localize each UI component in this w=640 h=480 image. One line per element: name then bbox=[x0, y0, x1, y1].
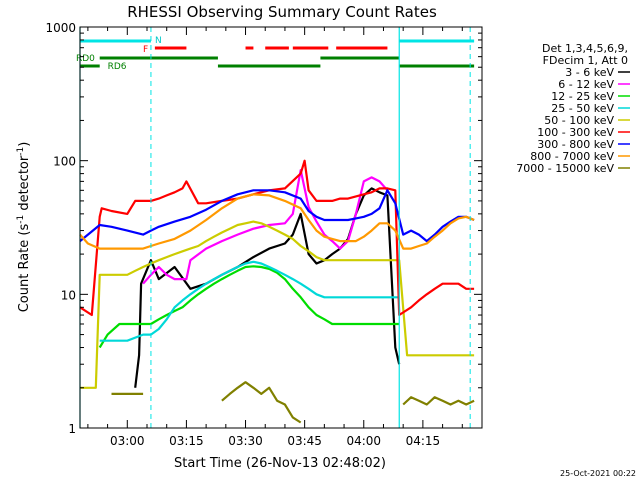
legend-entry-label: 12 - 25 keV bbox=[551, 90, 614, 103]
legend-header: FDecim 1, Att 0 bbox=[543, 54, 628, 67]
legend-entry-label: 50 - 100 keV bbox=[544, 114, 614, 127]
x-tick-label: 03:15 bbox=[169, 434, 204, 448]
observing-flags: NF RD0 RD6 bbox=[76, 36, 475, 72]
legend-entry-label: 800 - 7000 keV bbox=[530, 150, 614, 163]
flag-label-n: N bbox=[155, 36, 162, 46]
timestamp: 25-Oct-2021 00:22 bbox=[560, 469, 636, 478]
x-tick-label: 03:00 bbox=[110, 434, 145, 448]
legend-entry-label: 25 - 50 keV bbox=[551, 102, 614, 115]
x-axis-label: Start Time (26-Nov-13 02:48:02) bbox=[174, 456, 386, 471]
legend-entry-label: 3 - 6 keV bbox=[565, 66, 614, 79]
series-line bbox=[221, 381, 302, 424]
legend-header: Det 1,3,4,5,6,9, bbox=[542, 42, 628, 55]
series-layer bbox=[79, 159, 475, 424]
x-tick-label: 03:30 bbox=[228, 434, 263, 448]
flag-label-rd6: RD6 bbox=[108, 62, 127, 72]
legend-entry-label: 6 - 12 keV bbox=[558, 78, 614, 91]
flag-label-f: F bbox=[143, 45, 148, 55]
y-tick-label: 1000 bbox=[45, 21, 76, 35]
series-line bbox=[99, 260, 400, 342]
x-axis: 03:00 03:15 03:30 03:45 04:00 04:15 bbox=[87, 27, 483, 448]
legend: Det 1,3,4,5,6,9,FDecim 1, Att 03 - 6 keV… bbox=[516, 42, 630, 175]
y-tick-label: 1 bbox=[68, 422, 76, 436]
series-line bbox=[79, 189, 475, 243]
chart-title: RHESSI Observing Summary Count Rates bbox=[127, 3, 437, 21]
series-line bbox=[402, 396, 475, 406]
y-tick-label: 10 bbox=[61, 288, 76, 302]
legend-entry-label: 300 - 800 keV bbox=[537, 138, 614, 151]
x-tick-label: 04:00 bbox=[346, 434, 381, 448]
plot-frame bbox=[79, 26, 483, 429]
series-line bbox=[98, 265, 400, 349]
y-axis: 1 10 100 1000 bbox=[45, 21, 482, 436]
series-line bbox=[79, 159, 475, 317]
x-tick-label: 04:15 bbox=[406, 434, 441, 448]
series-line bbox=[134, 187, 401, 388]
x-tick-label: 03:45 bbox=[287, 434, 322, 448]
legend-entry-label: 7000 - 15000 keV bbox=[516, 162, 614, 175]
legend-entry-label: 100 - 300 keV bbox=[537, 126, 614, 139]
series-line bbox=[80, 220, 475, 389]
series-line bbox=[79, 193, 475, 250]
y-tick-label: 100 bbox=[53, 155, 76, 169]
flag-label-rd0: RD0 bbox=[76, 54, 95, 64]
y-axis-label: Count Rate (s-1 detector-1) bbox=[16, 142, 32, 313]
